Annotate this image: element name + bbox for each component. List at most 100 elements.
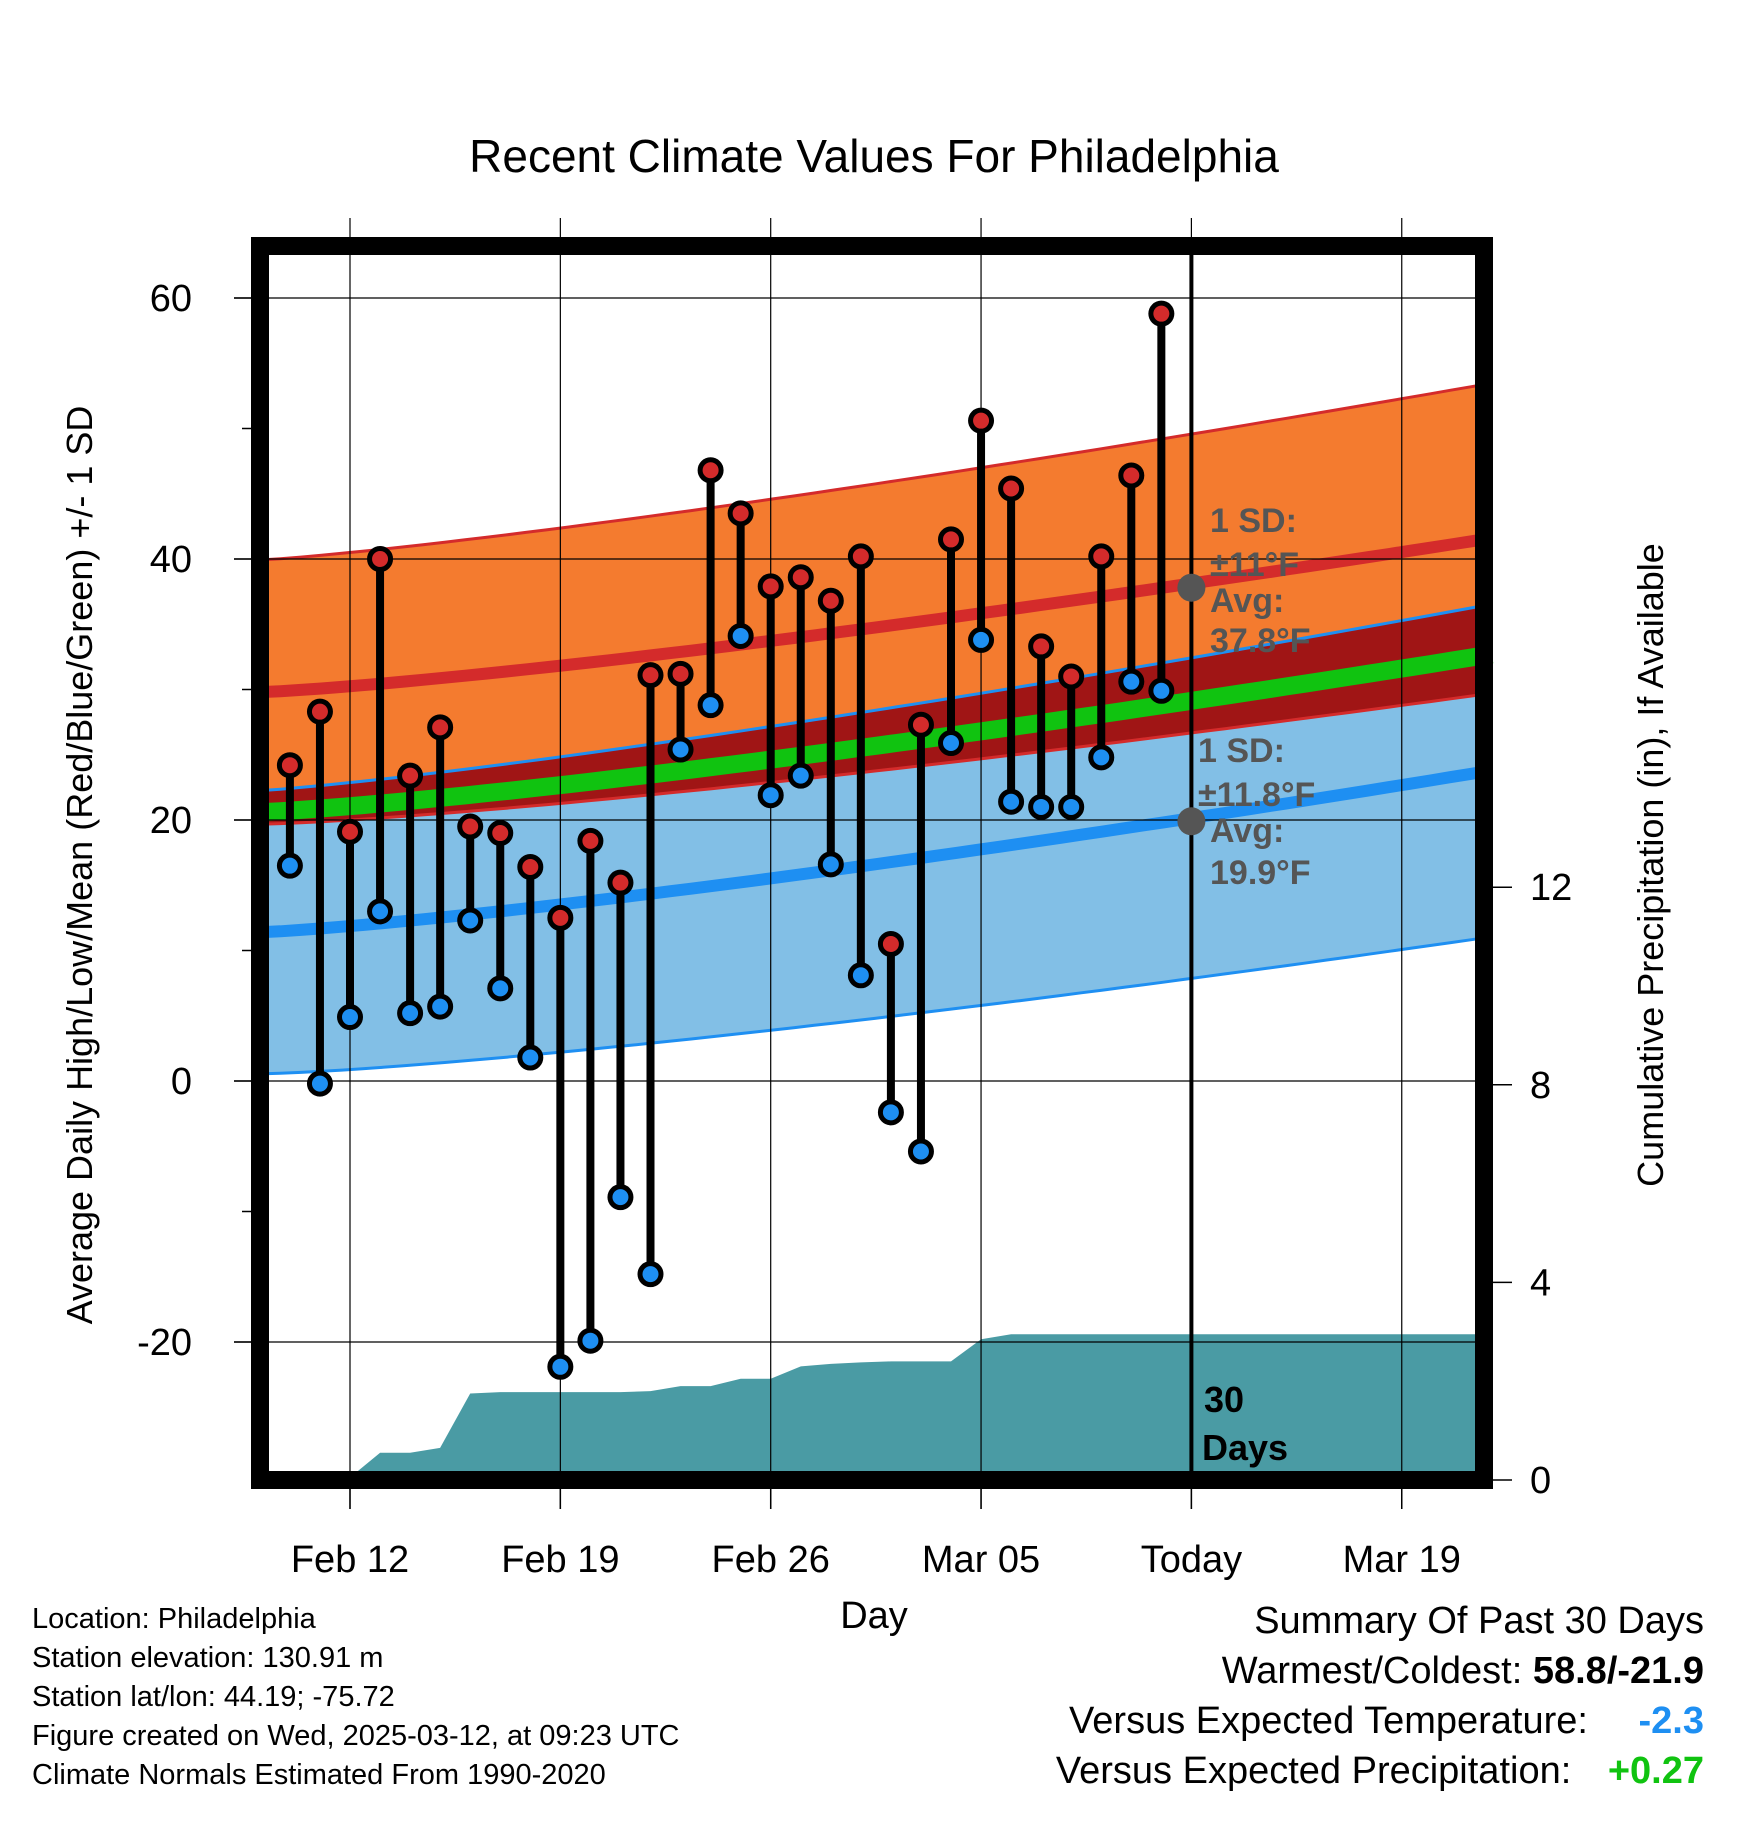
high-point bbox=[727, 500, 754, 527]
low-point bbox=[487, 975, 514, 1002]
low-point bbox=[457, 907, 484, 934]
high-point bbox=[847, 543, 874, 570]
low-point bbox=[397, 1000, 424, 1027]
high-point bbox=[938, 526, 964, 553]
summary-precip-value: +0.27 bbox=[1607, 1750, 1704, 1792]
period-label: 30 Days bbox=[1202, 1379, 1288, 1468]
y-left-tick-label: 40 bbox=[150, 539, 192, 581]
high-point bbox=[1088, 543, 1115, 570]
summary-warm-cold-row: Warmest/Coldest: 58.8/-21.9 bbox=[1056, 1646, 1704, 1696]
summary-temp-row: Versus Expected Temperature: -2.3 bbox=[1056, 1696, 1704, 1746]
high-point bbox=[968, 407, 995, 434]
x-tick-label: Mar 19 bbox=[1343, 1539, 1461, 1581]
low-point bbox=[1148, 677, 1175, 704]
info-latlon: Station lat/lon: 44.19; -75.72 bbox=[32, 1681, 395, 1713]
plot-frame bbox=[251, 237, 1493, 1489]
period-label-unit: Days bbox=[1202, 1427, 1288, 1468]
station-info: Location: Philadelphia Station elevation… bbox=[32, 1600, 680, 1795]
today-high-average-marker bbox=[1177, 573, 1206, 602]
high-average-line bbox=[259, 532, 1493, 699]
x-axis-ticks: Feb 12 Feb 19 Feb 26 Mar 05 Today Mar 19 bbox=[291, 1489, 1461, 1581]
info-created: Figure created on Wed, 2025-03-12, at 09… bbox=[32, 1720, 680, 1752]
low-point bbox=[1118, 668, 1145, 695]
low-annotation-line1: 1 SD: bbox=[1198, 732, 1285, 770]
y-right-tick-label: 8 bbox=[1530, 1065, 1551, 1107]
low-point bbox=[607, 1184, 634, 1211]
high-point bbox=[517, 853, 544, 880]
mean-normal-line bbox=[259, 645, 1494, 822]
low-point bbox=[877, 1099, 904, 1126]
low-point bbox=[998, 788, 1025, 815]
x-tick-label: Feb 26 bbox=[712, 1539, 830, 1581]
summary-temp-value: -2.3 bbox=[1638, 1700, 1704, 1742]
high-point bbox=[397, 762, 424, 789]
high-point bbox=[457, 813, 484, 840]
high-annotation-line4: 37.8°F bbox=[1210, 622, 1311, 660]
y-left-tick-label: -20 bbox=[137, 1322, 192, 1364]
period-label-number: 30 bbox=[1204, 1379, 1244, 1420]
y-axis-left-ticks: 60 40 20 0 -20 bbox=[137, 278, 260, 1364]
high-point bbox=[1118, 462, 1145, 489]
info-location: Location: Philadelphia bbox=[32, 1603, 316, 1635]
high-point bbox=[787, 564, 814, 591]
low-point bbox=[968, 626, 995, 653]
summary-warm-cold-value: 58.8/-21.9 bbox=[1532, 1650, 1704, 1692]
y-left-tick-label: 0 bbox=[171, 1061, 192, 1103]
y-axis-right-ticks: 12 8 4 0 bbox=[1484, 867, 1572, 1502]
high-point bbox=[306, 698, 333, 725]
high-point bbox=[1148, 300, 1175, 327]
low-point bbox=[276, 852, 303, 879]
low-point bbox=[427, 993, 454, 1020]
low-point bbox=[1058, 793, 1085, 820]
x-tick-label: Today bbox=[1141, 1539, 1242, 1581]
info-normals: Climate Normals Estimated From 1990-2020 bbox=[32, 1759, 606, 1791]
high-point bbox=[907, 711, 934, 738]
high-point bbox=[757, 573, 784, 600]
low-point bbox=[667, 736, 694, 763]
summary-warm-cold-label: Warmest/Coldest: bbox=[1221, 1650, 1523, 1692]
low-point bbox=[337, 1004, 363, 1031]
low-point bbox=[1088, 744, 1115, 771]
low-sd-lower-line bbox=[259, 935, 1493, 1076]
low-point bbox=[787, 762, 814, 789]
high-point bbox=[487, 820, 514, 847]
high-sd-upper-line bbox=[259, 381, 1493, 562]
low-point bbox=[1028, 793, 1055, 820]
y-right-tick-label: 4 bbox=[1530, 1262, 1551, 1304]
y-axis-left-label: Average Daily High/Low/Mean (Red/Blue/Gr… bbox=[59, 406, 100, 1325]
low-point bbox=[757, 782, 784, 809]
high-point bbox=[998, 475, 1025, 502]
low-point bbox=[306, 1070, 333, 1097]
high-point bbox=[697, 457, 724, 484]
x-tick-label: Feb 12 bbox=[291, 1539, 409, 1581]
high-point bbox=[276, 752, 303, 779]
low-sd-upper-line bbox=[259, 602, 1493, 793]
low-point bbox=[697, 692, 724, 719]
low-point bbox=[517, 1044, 544, 1071]
high-annotation-line1: 1 SD: bbox=[1210, 502, 1297, 540]
low-point bbox=[938, 730, 964, 757]
x-tick-label: Feb 19 bbox=[501, 1539, 619, 1581]
high-point bbox=[577, 827, 604, 854]
today-low-average-marker bbox=[1177, 807, 1206, 836]
low-point bbox=[727, 622, 754, 649]
plot-area: 1 SD: ±11°F Avg: 37.8°F 1 SD: ±11.8°F Av… bbox=[234, 218, 1494, 1509]
chart-title: Recent Climate Values For Philadelphia bbox=[469, 130, 1279, 182]
high-annotation-line2: ±11°F bbox=[1210, 546, 1299, 584]
low-point bbox=[577, 1327, 604, 1354]
low-point bbox=[817, 851, 844, 878]
observation-stems bbox=[285, 313, 1166, 1367]
high-annotation: 1 SD: ±11°F Avg: 37.8°F bbox=[1210, 502, 1311, 660]
low-point bbox=[637, 1261, 664, 1288]
high-point bbox=[1028, 633, 1055, 660]
high-point bbox=[817, 587, 844, 614]
high-sd-lower-line bbox=[259, 691, 1493, 826]
observation-points bbox=[276, 300, 1175, 1380]
low-point bbox=[547, 1353, 574, 1380]
summary-precip-label: Versus Expected Precipitation: bbox=[1055, 1750, 1572, 1792]
low-annotation-line4: 19.9°F bbox=[1210, 854, 1311, 892]
high-point bbox=[607, 869, 634, 896]
low-point bbox=[847, 962, 874, 989]
y-left-tick-label: 60 bbox=[150, 278, 192, 320]
